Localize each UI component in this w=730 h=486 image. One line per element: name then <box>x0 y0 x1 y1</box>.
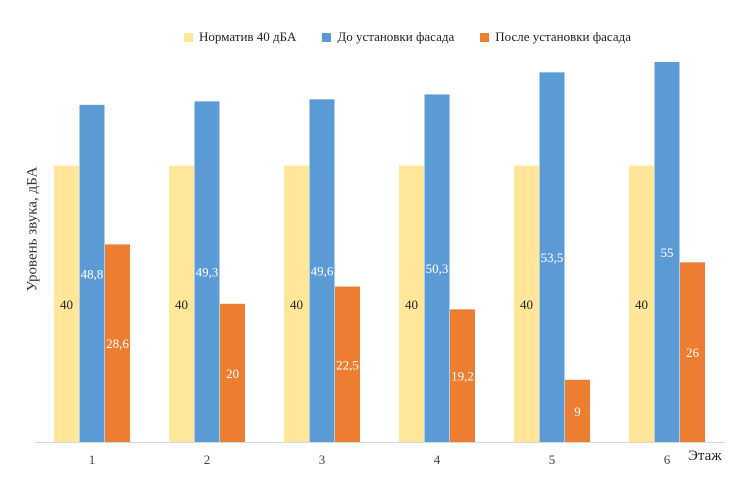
bar-norm-floor-2 <box>169 165 194 443</box>
data-label-after-floor-3: 22,5 <box>336 357 359 372</box>
bar-before-floor-6 <box>654 62 680 442</box>
bar-before-floor-3 <box>309 99 335 443</box>
data-label-before-floor-2: 49,3 <box>196 265 219 280</box>
legend-label-after: После установки фасада <box>495 29 632 44</box>
bar-before-floor-5 <box>539 72 565 442</box>
data-label-before-floor-5: 53,5 <box>541 250 564 265</box>
legend-swatch-norm <box>184 32 193 42</box>
bar-after-floor-1 <box>105 244 130 442</box>
x-tick-label-5: 5 <box>549 452 556 467</box>
bar-norm-floor-5 <box>514 165 539 443</box>
data-label-after-floor-2: 20 <box>226 366 239 381</box>
x-tick-label-6: 6 <box>664 452 671 467</box>
bar-norm-floor-4 <box>399 165 424 443</box>
data-label-after-floor-6: 26 <box>686 345 700 360</box>
bar-norm-floor-1 <box>54 165 79 443</box>
legend-item-norm: Норматив 40 дБА <box>184 29 296 45</box>
legend-swatch-before <box>322 32 332 42</box>
bar-before-floor-1 <box>79 104 105 442</box>
data-label-before-floor-3: 49,6 <box>311 264 334 279</box>
data-label-norm-floor-5: 40 <box>520 297 533 312</box>
data-label-before-floor-6: 55 <box>661 245 674 260</box>
legend-label-norm: Норматив 40 дБА <box>199 29 297 44</box>
chart-legend: Норматив 40 дБА До установки фасада Посл… <box>184 29 631 45</box>
x-tick-label-1: 1 <box>89 452 96 467</box>
data-label-norm-floor-2: 40 <box>175 297 188 312</box>
data-label-norm-floor-4: 40 <box>405 297 418 312</box>
data-label-after-floor-5: 9 <box>574 404 581 419</box>
legend-label-before: До установки фасада <box>337 29 455 44</box>
data-label-before-floor-4: 50,3 <box>426 261 449 276</box>
bar-norm-floor-3 <box>284 165 309 443</box>
bar-before-floor-4 <box>424 94 450 443</box>
x-tick-label-4: 4 <box>434 452 441 467</box>
bar-norm-floor-6 <box>629 165 654 443</box>
x-tick-label-2: 2 <box>204 452 211 467</box>
data-label-norm-floor-1: 40 <box>60 297 73 312</box>
data-label-after-floor-1: 28,6 <box>106 336 129 351</box>
bar-after-floor-4 <box>450 309 475 442</box>
data-label-norm-floor-6: 40 <box>635 297 648 312</box>
bar-after-floor-6 <box>680 262 705 442</box>
legend-item-after: После установки фасада <box>480 29 631 45</box>
legend-item-before: До установки фасада <box>322 29 454 45</box>
x-axis-label: Этаж <box>688 448 722 464</box>
bar-after-floor-3 <box>335 286 360 442</box>
data-label-norm-floor-3: 40 <box>290 297 303 312</box>
bar-after-floor-2 <box>220 303 245 442</box>
data-label-before-floor-1: 48,8 <box>81 266 104 281</box>
data-label-after-floor-4: 19,2 <box>451 369 474 384</box>
x-tick-label-3: 3 <box>319 452 326 467</box>
bar-before-floor-2 <box>194 101 220 442</box>
legend-swatch-after <box>480 32 490 42</box>
bar-after-floor-5 <box>565 379 590 442</box>
